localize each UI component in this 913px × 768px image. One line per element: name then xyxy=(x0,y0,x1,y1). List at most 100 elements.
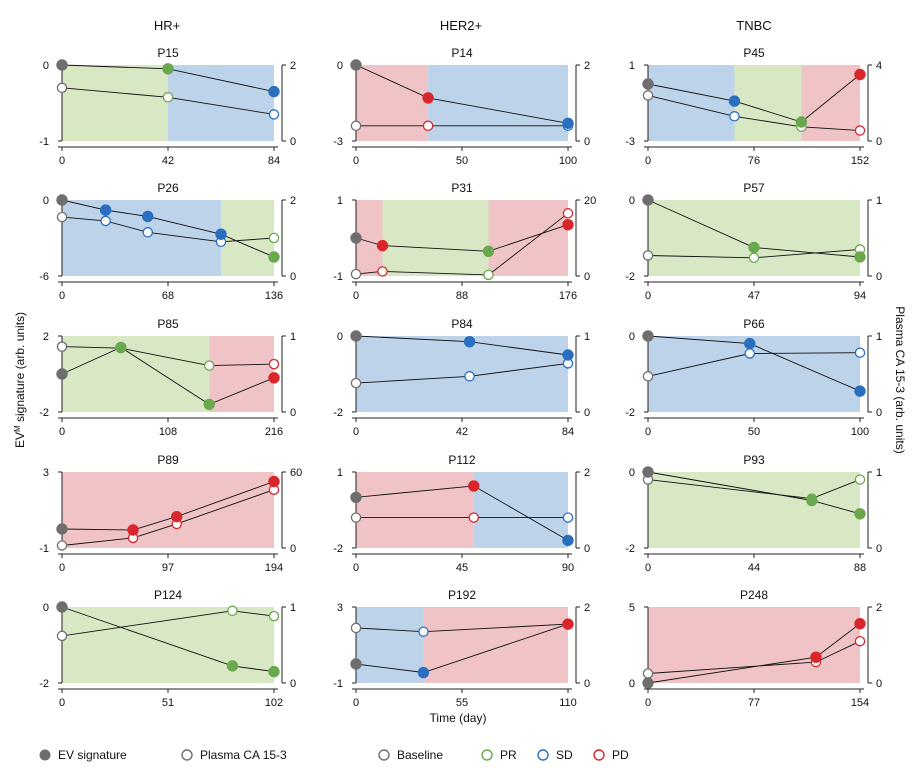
legend: EV signature Plasma CA 15-3 Baseline PR SD PD xyxy=(39,748,629,762)
panel-p85: -2 2 0 1 0 108 216 P85 xyxy=(39,317,296,438)
legend-item-baseline: Baseline xyxy=(378,748,443,762)
x-tick-label: 102 xyxy=(265,697,283,709)
panel-p14: -3 0 0 2 0 50 100 P14 xyxy=(333,46,590,167)
ev-signature-point xyxy=(56,523,68,535)
x-tick-label: 84 xyxy=(268,155,280,167)
legend-item-ev-signature: EV signature xyxy=(39,748,127,762)
y-tick-label-right: 4 xyxy=(876,60,882,72)
x-tick-label: 0 xyxy=(59,697,65,709)
phase-band-sd xyxy=(428,65,568,141)
phase-band-pr xyxy=(648,200,860,276)
y-tick-label-left: -1 xyxy=(39,543,49,555)
ca153-point xyxy=(350,377,362,389)
ev-signature-point xyxy=(203,398,215,411)
y-tick-label-left: 1 xyxy=(337,195,343,207)
y-tick-label-right: 0 xyxy=(876,543,882,555)
x-tick-label: 51 xyxy=(162,697,174,709)
x-tick-label: 44 xyxy=(748,562,760,574)
y-tick-label-left: -3 xyxy=(625,136,635,148)
ev-signature-point xyxy=(268,251,280,263)
y-tick-label-right: 2 xyxy=(584,60,590,72)
y-tick-label-right: 0 xyxy=(876,271,882,283)
legend-label: PR xyxy=(500,748,517,762)
y-tick-label-right: 1 xyxy=(876,467,882,479)
x-tick-label: 42 xyxy=(162,155,174,167)
ca153-point xyxy=(464,371,475,382)
column-header-her2: HER2+ xyxy=(440,18,482,33)
panel-title: P112 xyxy=(448,453,475,467)
ca153-line xyxy=(355,212,569,276)
panel-p84: -2 0 0 1 0 42 84 P84 xyxy=(333,317,590,438)
ca153-point xyxy=(483,269,494,281)
x-tick-label: 47 xyxy=(748,290,760,302)
y-tick-label-right: 0 xyxy=(290,407,296,419)
x-tick-label: 0 xyxy=(353,155,359,167)
panel-title: P15 xyxy=(157,46,179,60)
ev-signature-line xyxy=(61,346,275,405)
ev-signature-point xyxy=(744,337,756,350)
ca153-point xyxy=(350,268,362,280)
x-tick-label: 0 xyxy=(353,290,359,302)
x-tick-label: 0 xyxy=(59,155,65,167)
x-tick-label: 154 xyxy=(851,697,869,709)
legend-label: Plasma CA 15-3 xyxy=(200,748,287,762)
y-axis-label-left: EVM signature (arb. units) xyxy=(13,312,27,448)
y-tick-label-left: 0 xyxy=(337,60,343,72)
ca153-point xyxy=(100,215,111,227)
y-tick-label-left: -1 xyxy=(333,678,343,690)
y-tick-label-right: 1 xyxy=(876,331,882,343)
y-tick-label-right: 0 xyxy=(290,271,296,283)
ev-signature-point xyxy=(56,59,68,71)
y-tick-label-left: 0 xyxy=(337,331,343,343)
x-tick-label: 0 xyxy=(353,697,359,709)
x-tick-label: 0 xyxy=(645,426,651,438)
ca153-point xyxy=(350,622,362,634)
y-tick-label-right: 60 xyxy=(290,467,302,479)
ca153-point xyxy=(142,227,153,238)
ca153-point xyxy=(56,211,68,223)
x-tick-label: 100 xyxy=(559,155,577,167)
panel-p31: -1 1 0 20 0 88 176 P31 xyxy=(333,181,596,302)
ev-signature-point xyxy=(642,677,654,689)
ev-signature-point xyxy=(56,194,68,206)
panel-p89: -1 3 0 60 0 97 194 P89 xyxy=(39,453,302,574)
y-tick-label-left: -2 xyxy=(333,407,343,419)
phase-band-pr xyxy=(62,65,168,141)
phase-band-pd xyxy=(423,607,568,683)
phase-band-pr xyxy=(734,65,802,141)
y-tick-label-left: 1 xyxy=(337,467,343,479)
y-tick-label-right: 0 xyxy=(584,136,590,148)
legend-label: Baseline xyxy=(397,748,443,762)
y-tick-label-right: 1 xyxy=(290,602,296,614)
ca153-point xyxy=(268,232,280,244)
x-tick-label: 0 xyxy=(353,562,359,574)
x-tick-label: 0 xyxy=(645,155,651,167)
ev-signature-point xyxy=(468,480,480,492)
y-axis-label-left-base: EV xyxy=(13,432,27,448)
ev-signature-point xyxy=(562,618,574,630)
x-tick-label: 84 xyxy=(562,426,574,438)
panel-title: P14 xyxy=(451,46,473,60)
y-tick-label-left: 5 xyxy=(629,602,635,614)
legend-label: PD xyxy=(612,748,629,762)
phase-band-pd xyxy=(648,607,860,683)
ev-signature-point xyxy=(99,204,112,216)
y-tick-label-right: 20 xyxy=(584,195,596,207)
ev-signature-point xyxy=(171,510,183,523)
y-tick-label-left: -2 xyxy=(625,543,635,555)
ev-signature-point xyxy=(854,508,866,520)
phase-band-pd xyxy=(356,472,474,548)
phase-band-pr xyxy=(648,472,860,548)
x-tick-label: 100 xyxy=(851,426,869,438)
column-headers: HR+ HER2+ TNBC xyxy=(154,18,772,33)
column-header-tnbc: TNBC xyxy=(736,18,771,33)
y-tick-label-left: 0 xyxy=(629,678,635,690)
panel-p45: -3 1 0 4 0 76 152 P45 xyxy=(625,46,882,167)
x-tick-label: 68 xyxy=(162,290,174,302)
ev-signature-point xyxy=(854,68,866,81)
y-tick-label-right: 0 xyxy=(584,407,590,419)
y-axis-label-left-sup: M xyxy=(13,425,22,432)
x-tick-label: 152 xyxy=(851,155,869,167)
x-tick-label: 90 xyxy=(562,562,574,574)
